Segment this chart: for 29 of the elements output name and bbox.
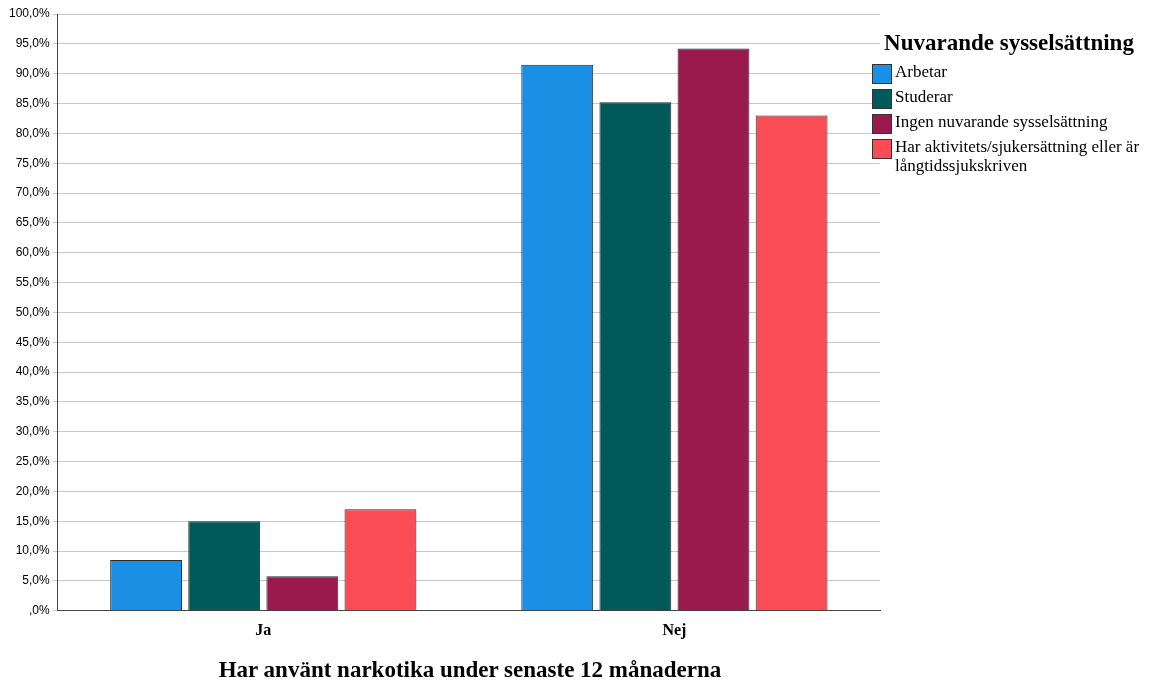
y-tick-label: 35,0% <box>15 394 51 409</box>
x-tick-label: Nej <box>662 620 687 639</box>
legend-label: Studerar <box>895 87 953 106</box>
y-tick-label: 100,0% <box>9 6 51 21</box>
y-tick-label: 65,0% <box>15 215 51 230</box>
y-tick-label: 60,0% <box>15 245 51 260</box>
legend-label: Arbetar <box>895 62 947 81</box>
y-tick-label: 25,0% <box>15 453 51 468</box>
x-axis-title: Har använt narkotika under senaste 12 månaderna <box>217 657 723 683</box>
y-tick-label: 20,0% <box>15 483 51 498</box>
y-tick-label: 70,0% <box>15 185 51 200</box>
legend-label: Ingen nuvarande sysselsättning <box>895 112 1108 131</box>
y-tick-label: ,0% <box>29 603 51 618</box>
y-tick-label: 45,0% <box>15 334 51 349</box>
y-tick-label: 95,0% <box>15 36 51 51</box>
y-tick-label: 55,0% <box>15 274 51 289</box>
y-tick-label: 80,0% <box>15 125 51 140</box>
y-tick-label: 10,0% <box>15 543 51 558</box>
y-tick-label: 40,0% <box>15 364 51 379</box>
x-tick-label: Ja <box>255 620 272 638</box>
y-tick-label: 75,0% <box>15 155 51 170</box>
legend-title: Nuvarande sysselsättning <box>883 29 1135 57</box>
y-tick-label: 30,0% <box>15 424 51 439</box>
y-tick-label: 50,0% <box>15 304 51 319</box>
y-tick-label: 5,0% <box>22 573 51 588</box>
legend-label: Har aktivitets/sjukersättning eller är långtidssjukskriven <box>895 137 1141 175</box>
y-tick-label: 15,0% <box>15 513 51 528</box>
y-tick-label: 85,0% <box>15 95 51 110</box>
y-tick-label: 90,0% <box>15 65 51 80</box>
